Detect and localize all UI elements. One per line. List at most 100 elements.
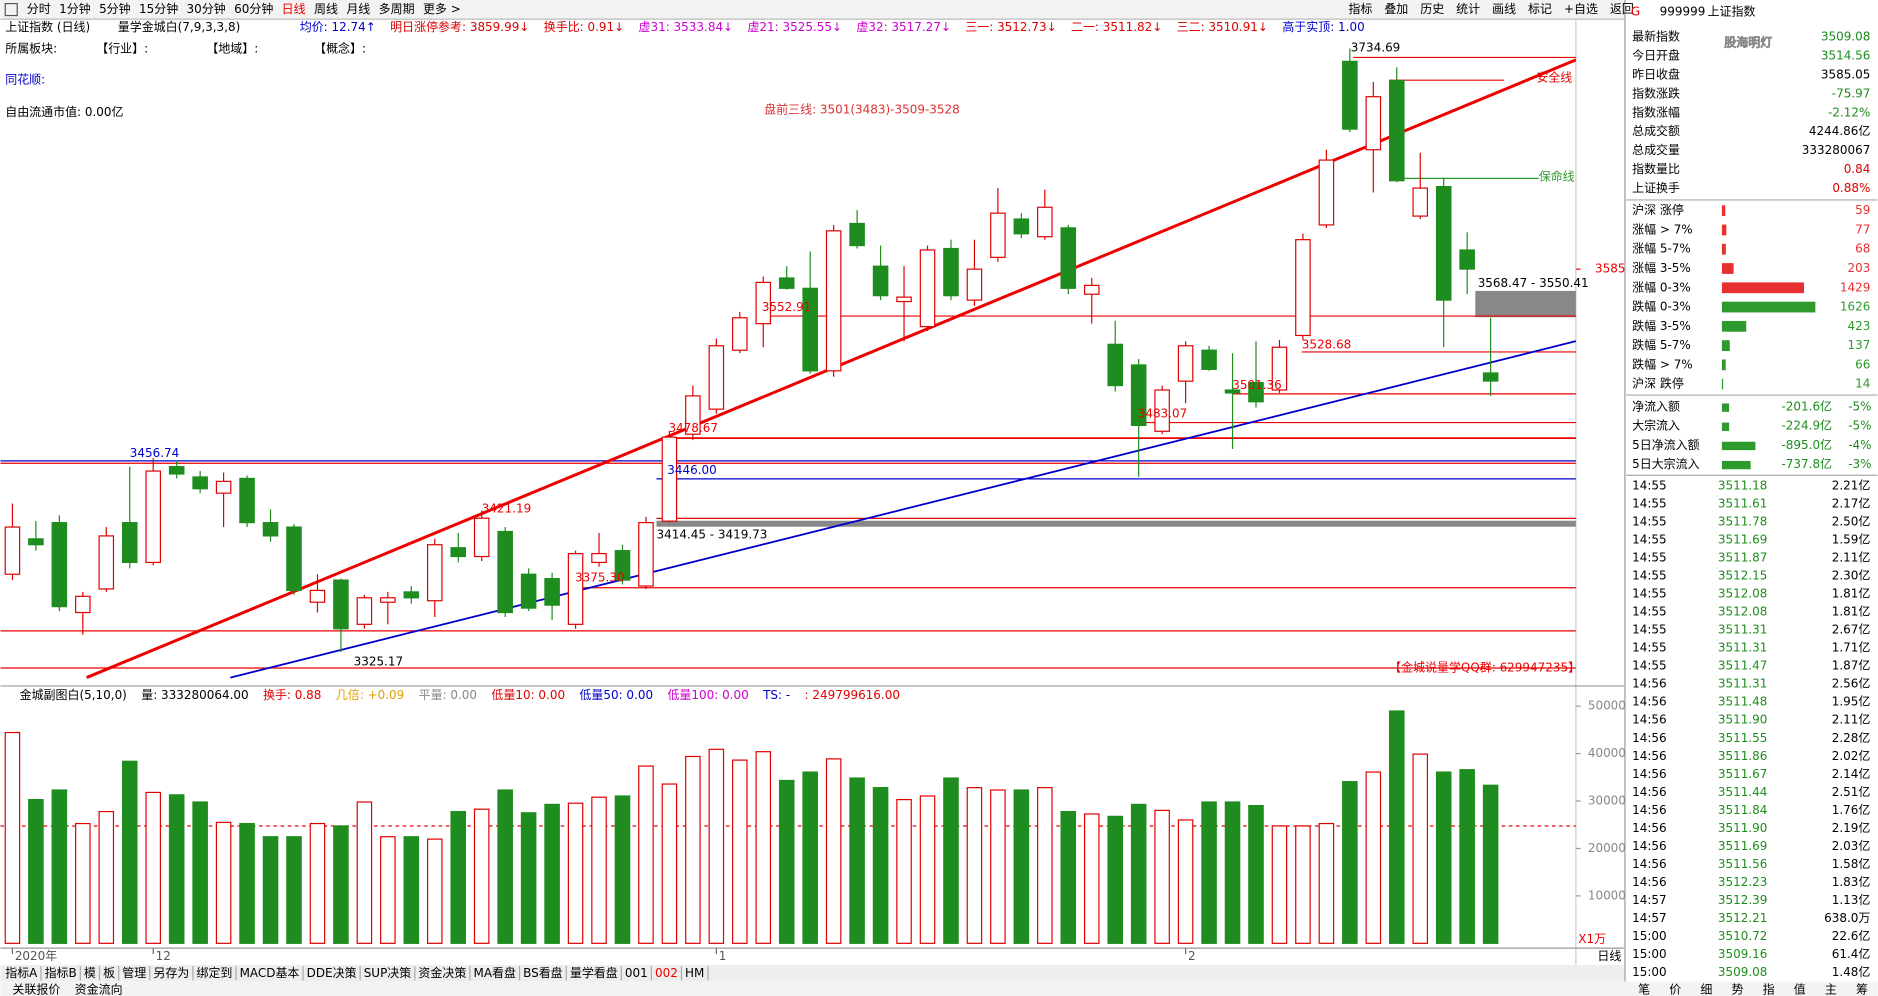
bottom-tab[interactable]: 关联报价 — [12, 982, 60, 996]
tick-time: 14:55 — [1632, 551, 1667, 565]
period-button[interactable]: 60分钟 — [234, 1, 273, 16]
volume-bar — [1271, 825, 1288, 944]
period-button[interactable]: 月线 — [346, 2, 370, 16]
tab[interactable]: 指标A — [5, 965, 38, 980]
candle-body — [919, 249, 936, 328]
volume-bar — [450, 810, 467, 944]
panel-tab[interactable]: 势 — [1731, 983, 1743, 996]
tab[interactable]: HM — [685, 966, 704, 980]
tick-price: 3511.31 — [1718, 641, 1767, 655]
volume-bar — [778, 779, 795, 944]
volume-bar — [1224, 801, 1241, 944]
candle-body — [286, 526, 302, 592]
breadth-label: 涨幅 0-3% — [1632, 279, 1691, 294]
indicator-value: 虚21: 3525.55↓ — [747, 20, 842, 34]
volume-bar — [192, 801, 208, 944]
candle-body — [520, 573, 537, 609]
panel-tab[interactable]: 笔 — [1638, 982, 1650, 996]
period-button[interactable]: 15分钟 — [139, 1, 178, 16]
period-button[interactable]: 多周期 — [379, 2, 415, 16]
tick-volume: 638.0万 — [1824, 911, 1870, 925]
candle-body — [215, 480, 232, 494]
breadth-label: 沪深 跌停 — [1632, 376, 1684, 391]
tab[interactable]: DDE决策 — [307, 966, 357, 980]
period-button[interactable]: 5分钟 — [99, 1, 131, 16]
panel-tab[interactable]: 指 — [1763, 982, 1775, 996]
candle-body — [309, 589, 326, 603]
tab[interactable]: 资金决策 — [418, 965, 466, 980]
tool-button[interactable]: 历史 — [1420, 2, 1444, 16]
panel-tab[interactable]: 值 — [1794, 982, 1806, 996]
period-button[interactable]: 更多 > — [423, 2, 461, 16]
tab[interactable]: MACD基本 — [240, 966, 300, 980]
volume-bar — [28, 799, 44, 944]
volume-bar — [1107, 815, 1123, 944]
y-tick-label: 30000 — [1588, 794, 1626, 808]
stat-value: -75.97 — [1832, 86, 1871, 100]
panel-tab[interactable]: 主 — [1825, 983, 1837, 996]
volume-bar — [1083, 813, 1100, 944]
tab[interactable]: 绑定到 — [196, 965, 232, 980]
flow-label: 5日净流入额 — [1632, 438, 1699, 452]
tab[interactable]: 002 — [655, 966, 678, 980]
candle-body — [403, 591, 420, 599]
stat-label: 今日开盘 — [1632, 48, 1680, 63]
period-button[interactable]: 1分钟 — [59, 1, 91, 16]
tick-time: 14:56 — [1632, 839, 1667, 853]
tab[interactable]: 001 — [625, 966, 648, 980]
panel-tab[interactable]: 细 — [1700, 983, 1712, 996]
tick-volume: 2.03亿 — [1832, 838, 1871, 853]
tab[interactable]: 指标B — [45, 965, 77, 980]
period-button[interactable]: 30分钟 — [187, 1, 226, 16]
flow-label: 5日大宗流入 — [1632, 456, 1699, 471]
flow-amount: -224.9亿 — [1781, 418, 1832, 433]
tick-volume: 2.02亿 — [1832, 748, 1871, 763]
bottom-tab[interactable]: 资金流向 — [75, 982, 123, 996]
tool-button[interactable]: +自选 — [1564, 2, 1598, 16]
stat-value: 0.84 — [1844, 162, 1871, 176]
watermark: 股海明灯 — [1724, 35, 1772, 50]
tab[interactable]: 模 — [84, 966, 96, 980]
tab[interactable]: 另存为 — [153, 966, 189, 980]
volume-info: 金城副图白(5,10,0) — [20, 687, 127, 702]
candle-body — [1248, 382, 1264, 403]
period-button[interactable]: 日线 — [282, 2, 306, 16]
candle-body — [121, 522, 138, 564]
level-band — [1475, 290, 1576, 318]
indicator-value: 明日涨停参考: 3859.99↓ — [390, 19, 529, 34]
tick-time: 14:55 — [1632, 479, 1667, 493]
candle-body — [1342, 60, 1358, 130]
candle-body — [426, 544, 443, 602]
volume-bar — [1295, 825, 1311, 944]
tab[interactable]: SUP决策 — [364, 966, 412, 980]
volume-bar — [239, 822, 255, 944]
tool-button[interactable]: 标记 — [1528, 2, 1552, 16]
tick-price: 3511.90 — [1718, 713, 1767, 727]
volume-bar — [1482, 784, 1499, 944]
volume-bar — [1459, 769, 1475, 944]
tab[interactable]: 量学看盘 — [570, 965, 618, 980]
panel-tab[interactable]: 价 — [1669, 983, 1681, 996]
panel-tab[interactable]: 筹 — [1856, 983, 1868, 996]
tick-time: 14:57 — [1632, 893, 1667, 907]
breadth-bar — [1721, 243, 1726, 255]
annotation: 3568.47 - 3550.41 — [1478, 276, 1589, 290]
tool-button[interactable]: 统计 — [1456, 2, 1480, 16]
tool-button[interactable]: 指标 — [1348, 1, 1372, 16]
logo: G — [1631, 4, 1640, 18]
tab[interactable]: BS看盘 — [523, 965, 563, 980]
volume-bar — [403, 836, 420, 944]
period-button[interactable]: 周线 — [314, 2, 338, 16]
tab[interactable]: 板 — [103, 966, 115, 980]
tab[interactable]: MA看盘 — [473, 965, 515, 980]
tick-time: 14:56 — [1632, 767, 1667, 781]
period-button[interactable]: 分时 — [27, 2, 51, 16]
volume-bar — [896, 799, 912, 944]
tool-button[interactable]: 画线 — [1492, 2, 1516, 16]
tool-button[interactable]: 返回 — [1610, 2, 1634, 16]
tool-button[interactable]: 叠加 — [1384, 2, 1408, 16]
volume-bar — [544, 803, 560, 944]
breadth-label: 沪深 涨停 — [1632, 202, 1684, 217]
tab[interactable]: 管理 — [122, 965, 146, 980]
annotation: 3483.07 — [1138, 407, 1187, 421]
